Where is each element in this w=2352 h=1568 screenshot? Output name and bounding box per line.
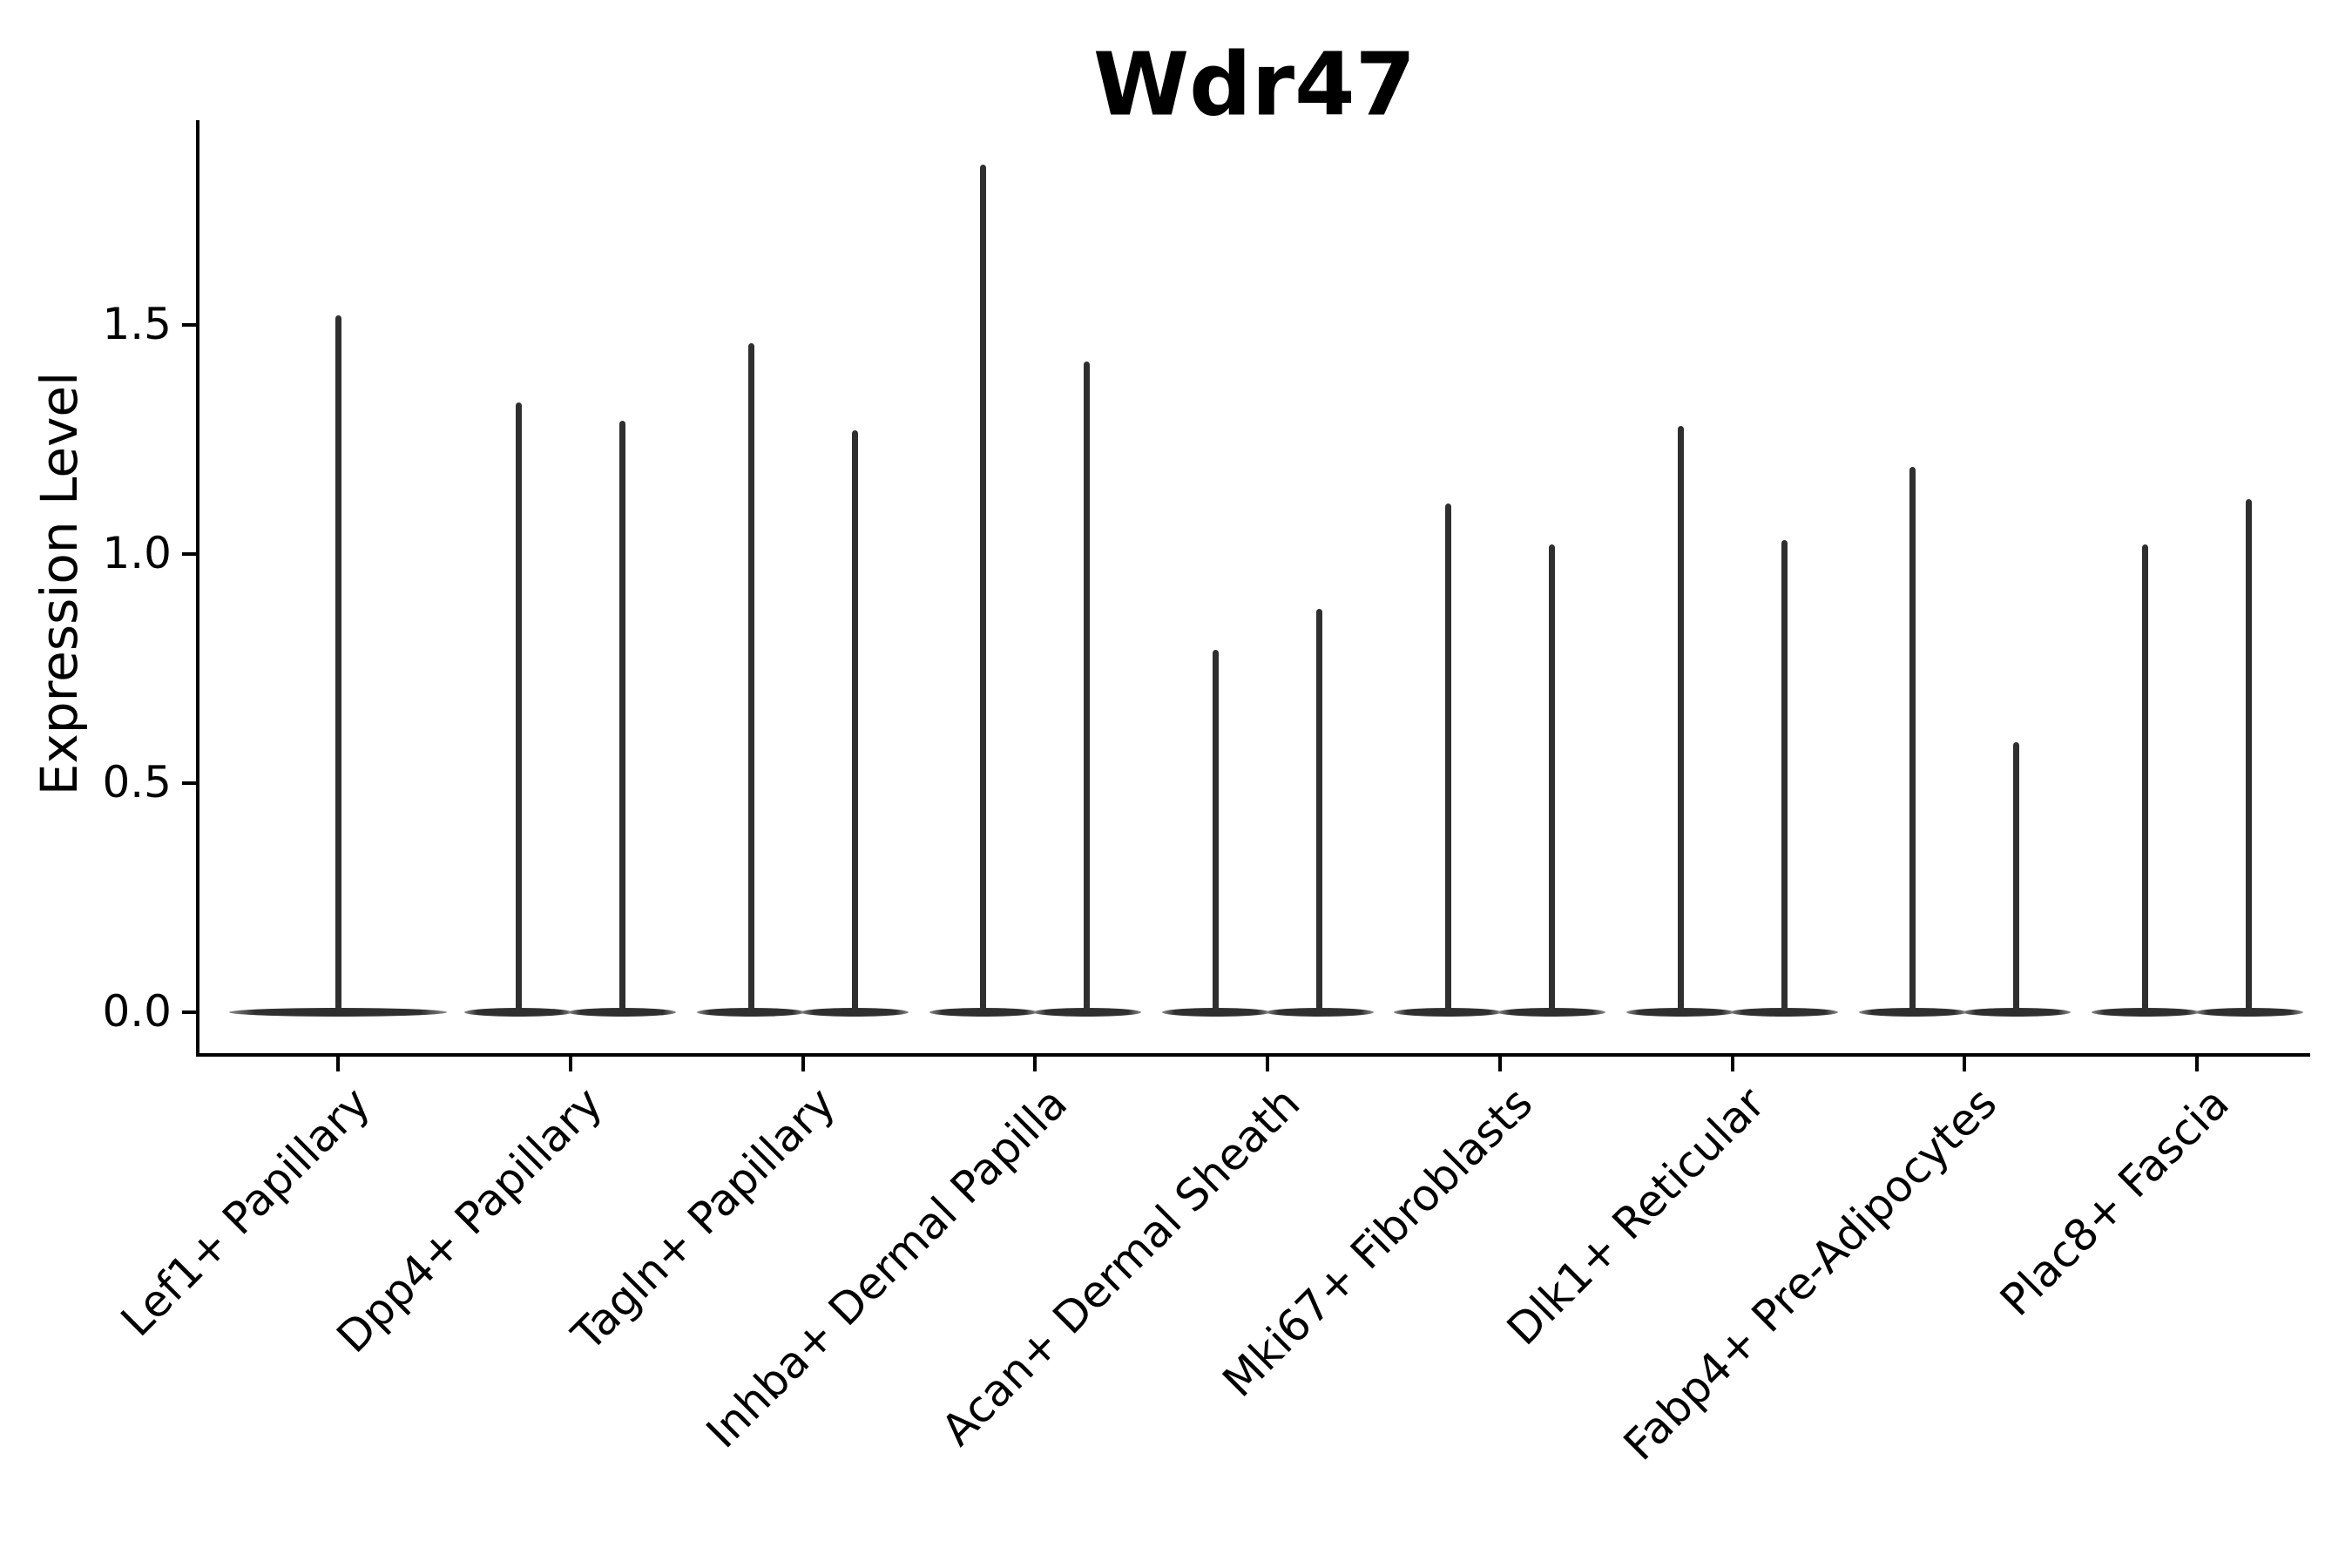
x-tick	[1033, 1057, 1037, 1071]
violin-spike	[980, 164, 987, 1016]
x-tick	[1730, 1057, 1734, 1071]
violin-spike	[2142, 544, 2148, 1016]
y-tick-label: 1.0	[102, 528, 172, 578]
y-tick-label: 1.5	[102, 299, 172, 349]
x-tick-label: Dlk1+ Reticular	[1497, 1078, 1774, 1355]
x-tick	[1497, 1057, 1502, 1071]
y-tick	[182, 323, 196, 327]
violin-spike	[1316, 609, 1322, 1016]
y-tick-label: 0.5	[102, 757, 172, 808]
y-axis-label: Expression Level	[30, 371, 89, 796]
x-tick	[2195, 1057, 2199, 1071]
y-tick	[182, 781, 196, 785]
violin-spike	[2246, 498, 2252, 1016]
x-tick	[801, 1057, 805, 1071]
violin-spike	[1677, 425, 1684, 1016]
x-tick-label: Fabp4+ Pre-Adipocytes	[1613, 1078, 2007, 1470]
violin-spike	[1548, 544, 1555, 1016]
x-tick	[1266, 1057, 1269, 1071]
violin-spike	[515, 402, 522, 1016]
violin-spike	[1781, 540, 1788, 1016]
violin-spike	[747, 343, 754, 1016]
violin-spike	[335, 315, 341, 1016]
x-tick-label: Tagln+ Papillary	[562, 1078, 845, 1361]
violin-spike	[1444, 504, 1451, 1016]
y-tick	[182, 552, 196, 556]
violin-spike	[618, 421, 625, 1016]
x-tick	[568, 1057, 572, 1071]
violin-spike	[1909, 467, 1916, 1016]
plot-title: Wdr47	[1092, 33, 1416, 136]
x-tick-label: Lef1+ Papillary	[112, 1078, 381, 1347]
y-tick	[182, 1010, 196, 1014]
violin-spike	[851, 429, 858, 1016]
x-axis-spine	[196, 1053, 2310, 1057]
violin-spike	[1213, 650, 1219, 1016]
x-tick	[1963, 1057, 1967, 1071]
x-tick-label: Plac8+ Fascia	[1990, 1078, 2240, 1326]
violin-spike	[1084, 362, 1091, 1016]
violin-spike	[2013, 741, 2020, 1016]
y-axis-spine	[196, 120, 199, 1057]
y-tick-label: 0.0	[102, 986, 172, 1037]
x-tick	[336, 1057, 340, 1071]
